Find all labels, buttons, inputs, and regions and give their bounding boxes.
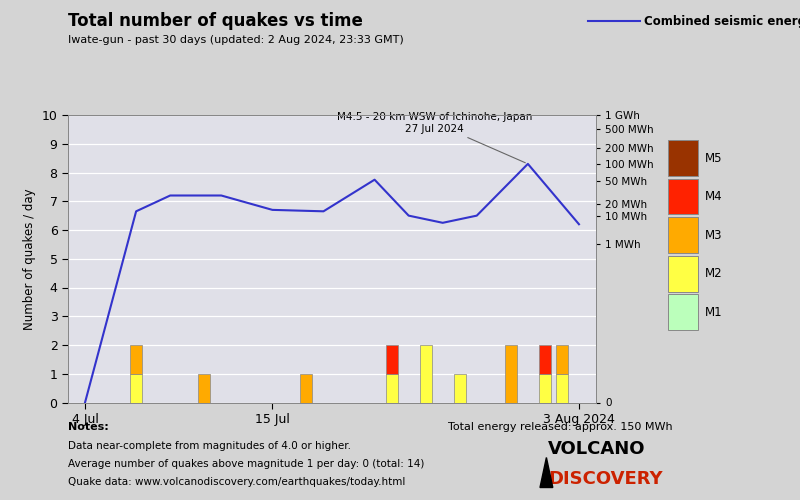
Bar <box>301 374 313 402</box>
Text: M1: M1 <box>705 306 722 318</box>
Bar <box>386 374 398 402</box>
Bar <box>198 374 210 402</box>
Bar <box>386 345 398 374</box>
Y-axis label: Number of quakes / day: Number of quakes / day <box>23 188 36 330</box>
Text: M3: M3 <box>705 228 722 241</box>
Text: Total number of quakes vs time: Total number of quakes vs time <box>68 12 363 30</box>
Bar <box>539 345 551 374</box>
Bar <box>454 374 466 402</box>
Text: Notes:: Notes: <box>68 422 109 432</box>
Bar <box>420 345 432 403</box>
Bar <box>539 374 551 402</box>
Text: M4.5 - 20 km WSW of Ichinohe, Japan
27 Jul 2024: M4.5 - 20 km WSW of Ichinohe, Japan 27 J… <box>337 112 532 163</box>
Text: M4: M4 <box>705 190 722 203</box>
Text: Average number of quakes above magnitude 1 per day: 0 (total: 14): Average number of quakes above magnitude… <box>68 459 424 469</box>
Text: Data near-complete from magnitudes of 4.0 or higher.: Data near-complete from magnitudes of 4.… <box>68 441 351 451</box>
Text: DISCOVERY: DISCOVERY <box>548 470 662 488</box>
Bar <box>556 345 568 374</box>
Bar <box>556 374 568 402</box>
Text: VOLCANO: VOLCANO <box>548 440 646 458</box>
Bar <box>130 345 142 374</box>
Text: M2: M2 <box>705 267 722 280</box>
Text: Iwate-gun - past 30 days (updated: 2 Aug 2024, 23:33 GMT): Iwate-gun - past 30 days (updated: 2 Aug… <box>68 35 404 45</box>
Text: M5: M5 <box>705 152 722 164</box>
Text: Total energy released: approx. 150 MWh: Total energy released: approx. 150 MWh <box>448 422 673 432</box>
Bar <box>505 345 517 403</box>
Bar <box>130 374 142 402</box>
Text: Quake data: www.volcanodiscovery.com/earthquakes/today.html: Quake data: www.volcanodiscovery.com/ear… <box>68 477 406 487</box>
Text: Combined seismic energy: Combined seismic energy <box>644 14 800 28</box>
